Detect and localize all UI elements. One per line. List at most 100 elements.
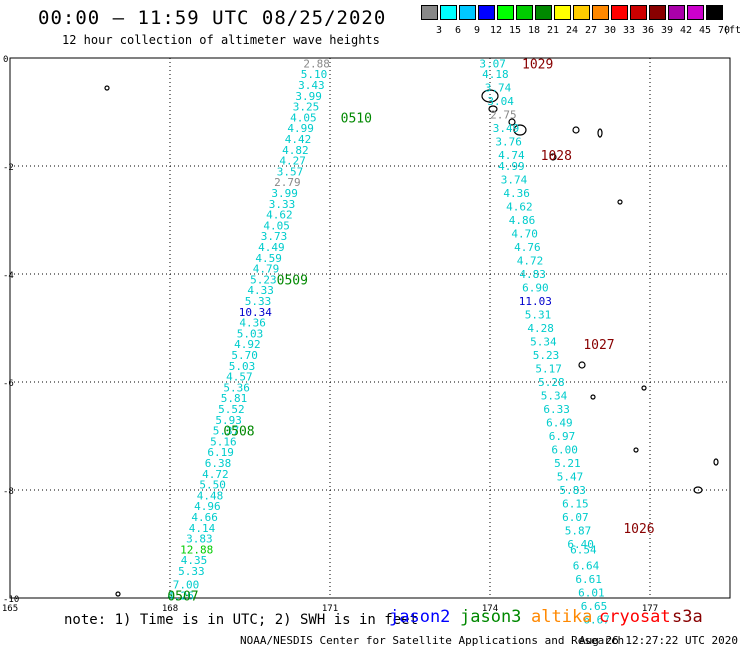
wave-height-label: 5.10	[301, 68, 328, 81]
wave-height-label: 4.70	[511, 228, 538, 241]
color-scale-swatch	[649, 5, 666, 20]
wave-height-label: 5.28	[538, 376, 565, 389]
wave-height-label: 3.25	[293, 101, 320, 114]
color-scale-label: 21	[546, 25, 560, 36]
wave-height-label: 10.34	[239, 306, 272, 319]
longitude-tick-label: 174	[482, 604, 498, 614]
pass-time-label: 0508	[223, 425, 254, 440]
pass-time-label: 0509	[277, 273, 308, 288]
color-scale-label: 6	[454, 25, 462, 36]
wave-height-label: 6.49	[546, 417, 573, 430]
color-scale-swatch	[573, 5, 590, 20]
wave-height-label: 6.07	[562, 511, 589, 524]
pass-time-label: 1027	[583, 338, 614, 353]
wave-height-label: 4.36	[239, 317, 266, 330]
wave-height-label: 5.50	[199, 479, 226, 492]
wave-height-label: 4.76	[514, 241, 541, 254]
color-scale-swatch	[668, 5, 685, 20]
wave-height-label: 3.57	[277, 165, 304, 178]
wave-height-label: 3.49	[493, 122, 520, 135]
wave-height-label: 11.03	[519, 295, 552, 308]
wave-height-label: 4.99	[498, 160, 525, 173]
satellite-legend-item: jason3	[460, 607, 522, 627]
color-scale-swatch	[687, 5, 704, 20]
island-outline	[633, 447, 639, 453]
latitude-tick-label: 0	[3, 55, 8, 65]
wave-height-label: 5.52	[218, 403, 245, 416]
pass-time-label: 1028	[541, 149, 572, 164]
wave-height-label: 3.99	[295, 90, 322, 103]
color-scale-label: 33	[622, 25, 636, 36]
latitude-tick-label: -4	[3, 271, 14, 281]
color-scale-swatch	[516, 5, 533, 20]
wave-height-label: 4.42	[285, 133, 312, 146]
island-outline	[578, 361, 586, 369]
wave-height-label: 5.93	[215, 414, 242, 427]
wave-height-label: 6.38	[205, 457, 232, 470]
color-scale-swatch	[592, 5, 609, 20]
wave-height-label: 6.67	[583, 614, 610, 627]
wave-height-label: 4.49	[258, 241, 285, 254]
color-scale-label: 15	[508, 25, 522, 36]
longitude-tick-label: 177	[642, 604, 658, 614]
color-scale-label: 70	[717, 25, 731, 36]
wave-height-label: 4.14	[189, 522, 216, 535]
wave-height-label: 5.33	[178, 565, 205, 578]
pass-time-label: 1029	[522, 57, 553, 72]
longitude-tick-label: 171	[322, 604, 338, 614]
wave-height-label: 3.83	[186, 533, 213, 546]
wave-height-label: 4.72	[517, 255, 544, 268]
island-outline	[104, 85, 110, 91]
wave-height-label: 4.57	[226, 371, 253, 384]
wave-height-label: 6.61	[575, 573, 602, 586]
wave-height-label: 5.36	[223, 381, 250, 394]
wave-height-label: 5.33	[245, 295, 272, 308]
wave-height-label: 4.33	[247, 284, 274, 297]
island-outline	[549, 153, 557, 161]
color-scale-swatch	[706, 5, 723, 20]
wave-height-label: 5.03	[237, 327, 264, 340]
wave-height-label: 6.54	[570, 543, 597, 556]
wave-height-label: 4.48	[197, 489, 224, 502]
latitude-tick-label: -6	[3, 379, 14, 389]
wave-height-label: 5.23	[250, 273, 277, 286]
island-outline	[641, 385, 647, 391]
wave-height-label: 4.05	[263, 219, 290, 232]
wave-height-label: 5.47	[557, 471, 584, 484]
map-subtitle: 12 hour collection of altimeter wave hei…	[62, 33, 380, 47]
island-outline	[513, 124, 527, 136]
wave-height-label: 4.92	[234, 338, 261, 351]
wave-height-label: 5.21	[554, 457, 581, 470]
wave-height-label: 6.90	[522, 282, 549, 295]
color-scale-label: 36	[641, 25, 655, 36]
wave-height-label: 4.28	[527, 322, 554, 335]
color-scale-swatch	[535, 5, 552, 20]
wave-height-label: 6.64	[573, 560, 600, 573]
pass-time-label: 0510	[341, 111, 372, 126]
color-scale-label: 24	[565, 25, 579, 36]
pass-time-label: 0507	[167, 589, 198, 604]
color-scale-swatch	[497, 5, 514, 20]
color-scale-swatch	[630, 5, 647, 20]
wave-height-label: 4.18	[482, 68, 509, 81]
wave-height-label: 5.23	[533, 349, 560, 362]
map-frame	[9, 57, 731, 599]
wave-height-label: 4.72	[202, 468, 229, 481]
color-scale-label: 30	[603, 25, 617, 36]
color-scale-swatch	[421, 5, 438, 20]
color-scale-label: 39	[660, 25, 674, 36]
island-outline	[508, 118, 516, 126]
wave-height-label: 4.36	[503, 187, 530, 200]
wave-height-label: 2.88	[303, 57, 330, 70]
island-outline	[590, 394, 596, 400]
wave-height-label: 5.87	[565, 525, 592, 538]
longitude-tick-label: 168	[162, 604, 178, 614]
island-outline	[693, 486, 703, 494]
wave-height-label: 4.35	[181, 554, 208, 567]
wave-height-label: 4.86	[509, 214, 536, 227]
color-scale-label: 9	[473, 25, 481, 36]
wave-height-label: 3.73	[261, 230, 288, 243]
wave-height-label: 5.31	[525, 309, 552, 322]
latitude-tick-label: -2	[3, 163, 14, 173]
wave-height-label: 6.65	[581, 600, 608, 613]
